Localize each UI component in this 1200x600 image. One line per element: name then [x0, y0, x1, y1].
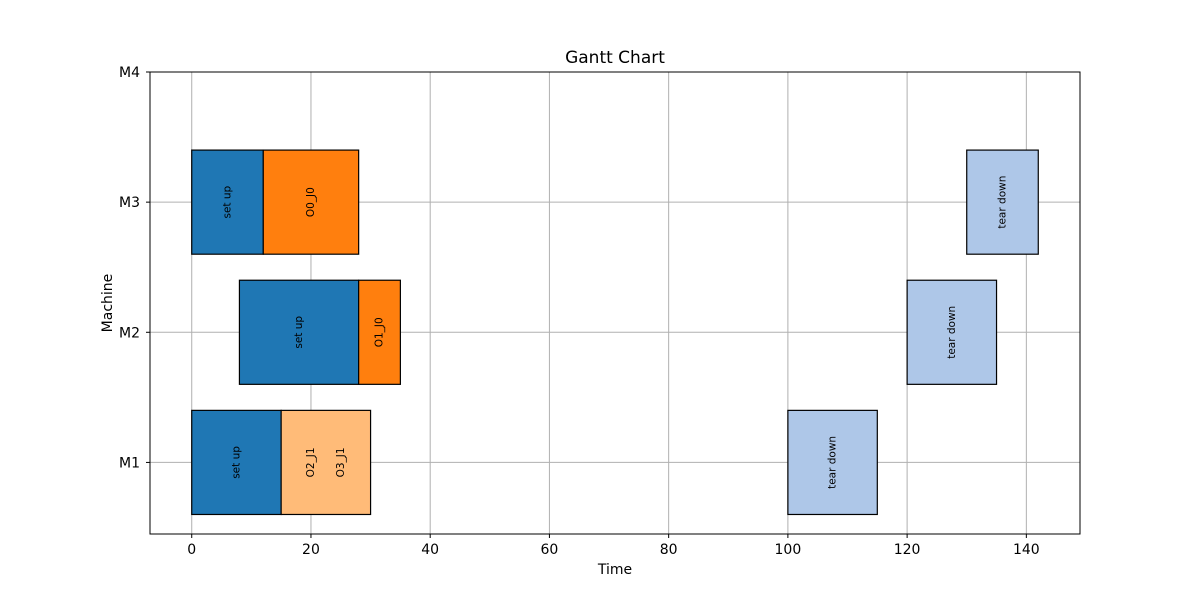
y-axis-label: Machine: [100, 274, 116, 333]
x-tick-label: 60: [541, 542, 559, 558]
task-label: set up: [222, 185, 234, 218]
x-tick-label: 120: [894, 542, 921, 558]
x-tick-label: 140: [1013, 542, 1040, 558]
task-bar: [262, 149, 360, 255]
x-tick-label: 100: [775, 542, 802, 558]
task-bar: [358, 279, 401, 385]
x-tick-label: 20: [302, 542, 320, 558]
y-axis-ticks: M1 M2 M3 M4: [119, 65, 150, 471]
task-bar: [966, 149, 1039, 255]
plot-frame: [149, 71, 1081, 535]
task-label: set up: [230, 446, 242, 479]
x-tick-label: 40: [421, 542, 439, 558]
x-tick-label: 80: [660, 542, 678, 558]
y-tick-label: M2: [119, 325, 140, 341]
task-label: tear down: [827, 436, 839, 489]
y-tick-label: M4: [119, 65, 140, 81]
task-label: O0_J0: [305, 187, 317, 217]
task-label: O3_J1: [335, 447, 347, 477]
task-label: tear down: [997, 176, 1009, 229]
task-label: O2_J1: [305, 447, 317, 477]
task-bar: [787, 409, 878, 516]
task-label: tear down: [946, 306, 958, 359]
task-bar: [238, 279, 360, 385]
y-tick-label: M3: [119, 195, 140, 211]
task-bar: [191, 409, 282, 516]
task-bar: [191, 149, 264, 255]
task-bar: [906, 279, 998, 385]
task-label: O1_J0: [374, 317, 386, 347]
chart-title: Gantt Chart: [565, 48, 665, 68]
y-tick-label: M1: [119, 455, 140, 471]
x-axis-label: Time: [597, 562, 632, 578]
task-label: set up: [293, 316, 305, 349]
x-axis-ticks: 0 20 40 60 80 100 120 140: [187, 534, 1040, 558]
task-bar: [280, 409, 372, 516]
x-tick-label: 0: [187, 542, 196, 558]
